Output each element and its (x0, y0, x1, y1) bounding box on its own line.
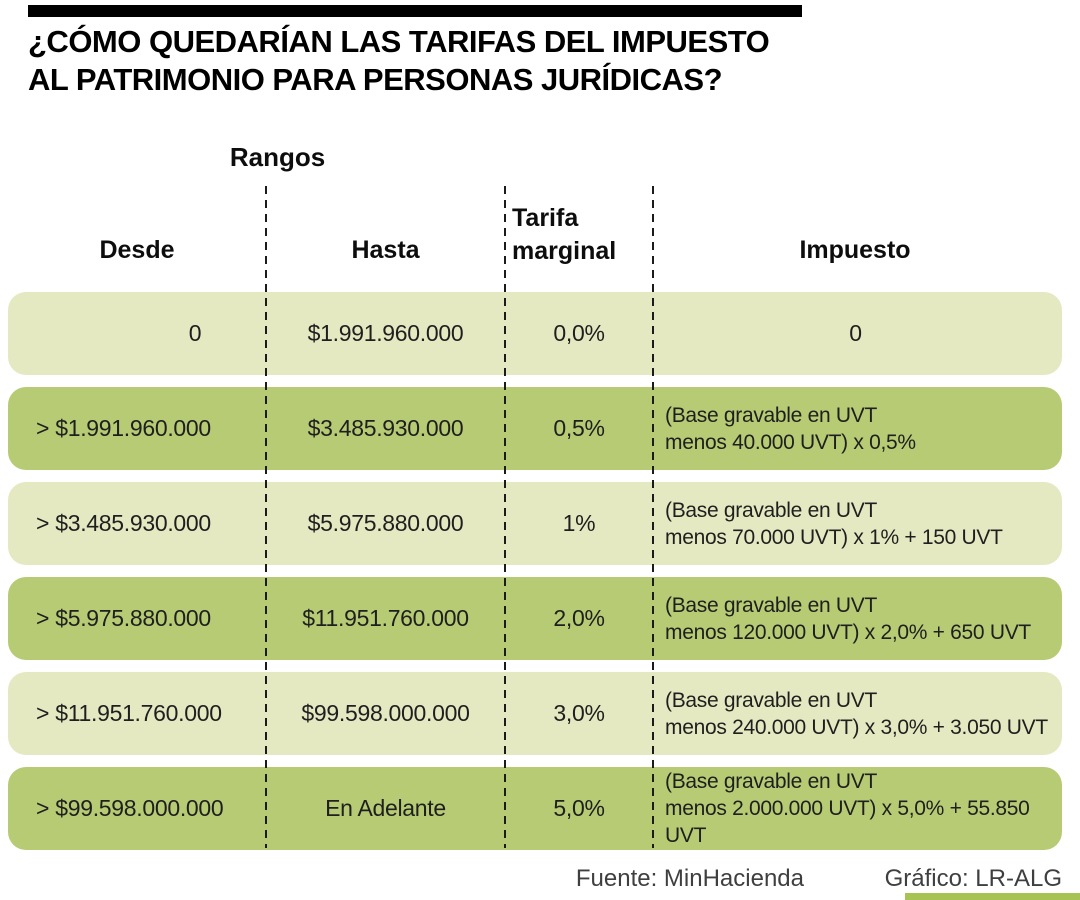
page-title-line1: ¿CÓMO QUEDARÍAN LAS TARIFAS DEL IMPUESTO (28, 24, 770, 59)
table-row: > $3.485.930.000 $5.975.880.000 1% (Base gr… (8, 482, 1062, 565)
cell-desde: > $1.991.960.000 (36, 415, 211, 441)
graphic-credit: Gráfico: LR-ALG (884, 865, 1062, 892)
column-header-desde: Desde (99, 236, 175, 264)
cell-impuesto: 0 (849, 320, 862, 346)
column-header-tarifa-marginal: Tarifa marginal (512, 204, 617, 265)
bottom-accent-bar (905, 893, 1080, 900)
cell-hasta: $1.991.960.000 (307, 320, 464, 346)
table-row: 0 $1.991.960.000 0,0% 0 (8, 292, 1062, 375)
column-header-impuesto: Impuesto (799, 236, 911, 264)
column-header-hasta: Hasta (351, 236, 420, 264)
cell-hasta: En Adelante (325, 795, 446, 821)
title-accent-bar (28, 5, 802, 17)
column-divider-1 (265, 186, 267, 848)
table-row: > $11.951.760.000 $99.598.000.000 3,0% (Bas… (8, 672, 1062, 755)
cell-desde: > $99.598.000.000 (36, 795, 224, 821)
cell-tarifa-marginal: 0,0% (553, 320, 605, 346)
column-divider-3 (652, 186, 654, 848)
cell-tarifa-marginal: 3,0% (553, 700, 605, 726)
table-row: > $1.991.960.000 $3.485.930.000 0,5% (Base … (8, 387, 1062, 470)
cell-desde: > $5.975.880.000 (36, 605, 211, 631)
cell-hasta: $3.485.930.000 (307, 415, 464, 441)
cell-tarifa-marginal: 0,5% (553, 415, 605, 441)
cell-hasta: $11.951.760.000 (302, 605, 469, 631)
source-credit: Fuente: MinHacienda (575, 865, 804, 892)
cell-impuesto: (Base gravable en UVT menos 40.000 UVT) … (665, 403, 916, 454)
column-divider-2 (504, 186, 506, 848)
table-row: > $99.598.000.000 En Adelante 5,0% (Base gr… (8, 767, 1062, 850)
table-row: > $5.975.880.000 $11.951.760.000 2,0% (Base… (8, 577, 1062, 660)
cell-impuesto: (Base gravable en UVT menos 2.000.000 UV… (665, 770, 1030, 847)
page-title: ¿CÓMO QUEDARÍAN LAS TARIFAS DEL IMPUESTO… (28, 23, 770, 99)
cell-desde: > $11.951.760.000 (36, 700, 222, 726)
cell-tarifa-marginal: 2,0% (553, 605, 605, 631)
cell-impuesto: (Base gravable en UVT menos 70.000 UVT) … (665, 498, 1003, 549)
cell-desde: 0 (188, 320, 202, 346)
cell-impuesto: (Base gravable en UVT menos 120.000 UVT)… (665, 593, 1031, 644)
cell-hasta: $99.598.000.000 (301, 700, 470, 726)
cell-desde: > $3.485.930.000 (36, 510, 211, 536)
page-title-line2: AL PATRIMONIO PARA PERSONAS JURÍDICAS? (28, 62, 723, 97)
cell-impuesto: (Base gravable en UVT menos 240.000 UVT)… (665, 688, 1048, 739)
cell-hasta: $5.975.880.000 (307, 510, 464, 536)
column-group-header-rangos: Rangos (229, 142, 326, 172)
cell-tarifa-marginal: 1% (562, 510, 596, 536)
cell-tarifa-marginal: 5,0% (553, 795, 605, 821)
